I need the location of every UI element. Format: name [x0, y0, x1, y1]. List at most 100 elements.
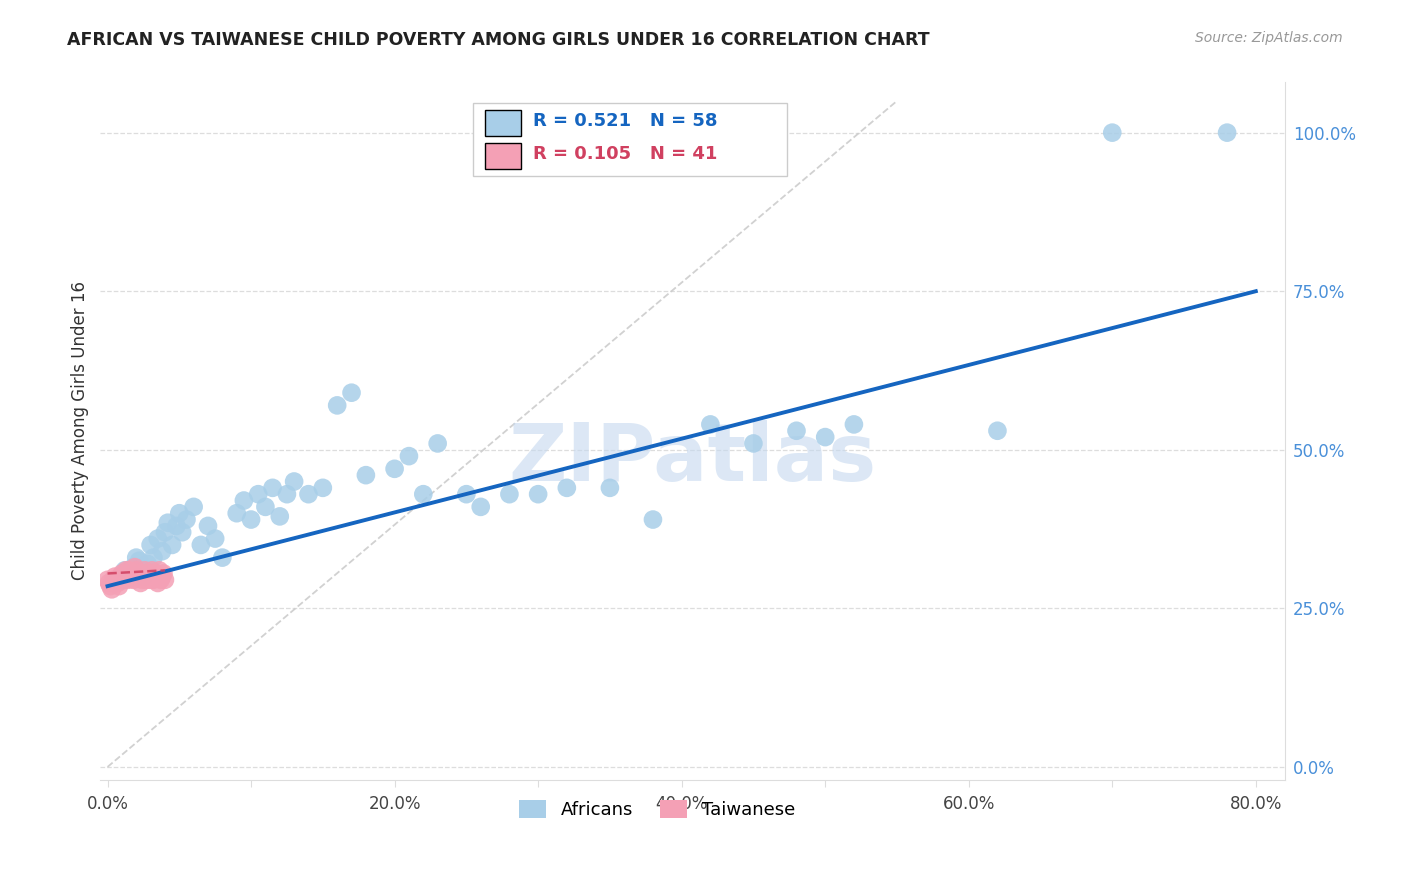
Y-axis label: Child Poverty Among Girls Under 16: Child Poverty Among Girls Under 16: [72, 281, 89, 581]
Point: [986, 424, 1008, 438]
Point: [125, 563, 148, 577]
Point: [426, 436, 449, 450]
Point: [169, 506, 191, 520]
Point: [128, 554, 150, 568]
Point: [527, 487, 550, 501]
Point: [641, 512, 664, 526]
Point: [197, 519, 219, 533]
Point: [172, 525, 194, 540]
Point: [145, 569, 167, 583]
Point: [125, 550, 148, 565]
Point: [134, 563, 156, 577]
Point: [156, 516, 179, 530]
Point: [183, 500, 205, 514]
Point: [122, 573, 145, 587]
Point: [785, 424, 807, 438]
Point: [153, 573, 176, 587]
Point: [160, 538, 183, 552]
Point: [225, 506, 247, 520]
Point: [152, 566, 174, 581]
Point: [384, 462, 406, 476]
Point: [139, 573, 162, 587]
Point: [122, 560, 145, 574]
Point: [555, 481, 578, 495]
Point: [110, 569, 132, 583]
Point: [297, 487, 319, 501]
Point: [814, 430, 837, 444]
Point: [1216, 126, 1239, 140]
Point: [312, 481, 335, 495]
Point: [128, 566, 150, 581]
Point: [232, 493, 254, 508]
Point: [699, 417, 721, 432]
Point: [283, 475, 305, 489]
Point: [139, 538, 162, 552]
Point: [105, 573, 128, 587]
Point: [456, 487, 478, 501]
Point: [153, 525, 176, 540]
Point: [111, 569, 134, 583]
Point: [599, 481, 621, 495]
Point: [165, 519, 187, 533]
Point: [150, 544, 173, 558]
Point: [143, 566, 166, 581]
Point: [120, 566, 142, 581]
Point: [247, 487, 270, 501]
Point: [124, 560, 146, 574]
Point: [97, 576, 120, 591]
Point: [135, 573, 157, 587]
Point: [276, 487, 298, 501]
Point: [118, 563, 141, 577]
Point: [354, 468, 377, 483]
Point: [470, 500, 492, 514]
Point: [498, 487, 520, 501]
Point: [132, 569, 155, 583]
Legend: Africans, Taiwanese: Africans, Taiwanese: [505, 785, 810, 833]
Text: ZIPatlas: ZIPatlas: [509, 419, 876, 498]
Point: [269, 509, 291, 524]
FancyBboxPatch shape: [485, 143, 520, 169]
Point: [117, 573, 139, 587]
Point: [127, 569, 149, 583]
Point: [112, 573, 135, 587]
Text: R = 0.105   N = 41: R = 0.105 N = 41: [533, 145, 717, 163]
Point: [240, 512, 263, 526]
Point: [190, 538, 212, 552]
Point: [142, 573, 165, 587]
Text: Source: ZipAtlas.com: Source: ZipAtlas.com: [1195, 31, 1343, 45]
Point: [96, 573, 118, 587]
Point: [132, 566, 155, 581]
Point: [104, 569, 127, 583]
Point: [340, 385, 363, 400]
Text: R = 0.521   N = 58: R = 0.521 N = 58: [533, 112, 717, 130]
Point: [129, 576, 152, 591]
Point: [211, 550, 233, 565]
Point: [111, 566, 134, 581]
Point: [121, 569, 143, 583]
Point: [118, 563, 141, 577]
Point: [114, 569, 136, 583]
Point: [100, 579, 122, 593]
Point: [326, 398, 349, 412]
Point: [204, 532, 226, 546]
Point: [114, 563, 136, 577]
FancyBboxPatch shape: [474, 103, 787, 176]
FancyBboxPatch shape: [485, 110, 520, 136]
Point: [742, 436, 765, 450]
Point: [842, 417, 865, 432]
Point: [398, 449, 420, 463]
Point: [136, 557, 159, 571]
Point: [141, 563, 163, 577]
Point: [131, 573, 153, 587]
Point: [1101, 126, 1123, 140]
Point: [262, 481, 284, 495]
Point: [138, 566, 160, 581]
Point: [176, 512, 198, 526]
Point: [412, 487, 434, 501]
Point: [149, 573, 172, 587]
Text: AFRICAN VS TAIWANESE CHILD POVERTY AMONG GIRLS UNDER 16 CORRELATION CHART: AFRICAN VS TAIWANESE CHILD POVERTY AMONG…: [67, 31, 931, 49]
Point: [146, 576, 169, 591]
Point: [108, 579, 131, 593]
Point: [104, 573, 127, 587]
Point: [254, 500, 277, 514]
